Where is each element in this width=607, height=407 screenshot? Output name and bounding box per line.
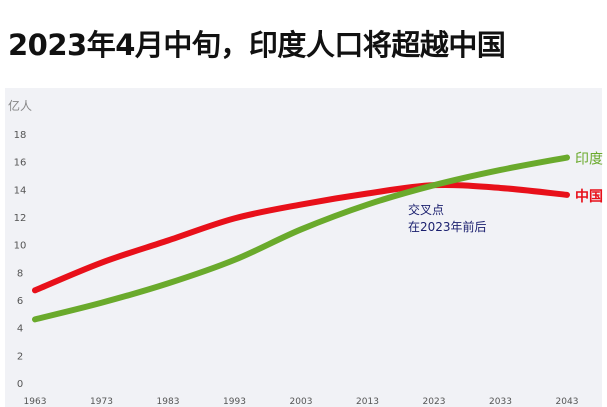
annotation-text: 交叉点 xyxy=(408,202,444,217)
x-tick-label: 1983 xyxy=(157,397,180,407)
x-tick-label: 1963 xyxy=(24,397,47,407)
y-tick-label: 16 xyxy=(14,158,27,169)
y-tick-label: 10 xyxy=(14,241,27,252)
chart-title: 2023年4月中旬，印度人口将超越中国 xyxy=(8,28,506,62)
x-tick-label: 2003 xyxy=(290,397,313,407)
x-tick-label: 2023 xyxy=(423,397,446,407)
x-tick-label: 1973 xyxy=(90,397,113,407)
y-tick-label: 4 xyxy=(17,324,23,335)
y-tick-label: 2 xyxy=(17,351,23,362)
x-tick-label: 2033 xyxy=(489,397,512,407)
x-tick-label: 2043 xyxy=(556,397,579,407)
y-tick-label: 0 xyxy=(17,379,23,390)
y-tick-label: 8 xyxy=(17,268,23,279)
y-tick-label: 14 xyxy=(14,185,27,196)
y-tick-label: 6 xyxy=(17,296,23,307)
plot-background xyxy=(5,88,602,407)
y-axis-label: 亿人 xyxy=(8,98,32,113)
annotation-text: 在2023年前后 xyxy=(408,219,487,234)
line-chart: 亿人 0 2 4 6 8 10 12 14 16 18 1963 1973 1983 1993 2003 201… xyxy=(5,88,603,407)
x-tick-label: 2013 xyxy=(356,397,379,407)
x-tick-label: 1993 xyxy=(223,397,246,407)
y-tick-label: 12 xyxy=(14,213,27,224)
y-tick-label: 18 xyxy=(14,130,27,141)
series-label: 印度 xyxy=(575,152,603,168)
series-label: 中国 xyxy=(575,188,603,205)
